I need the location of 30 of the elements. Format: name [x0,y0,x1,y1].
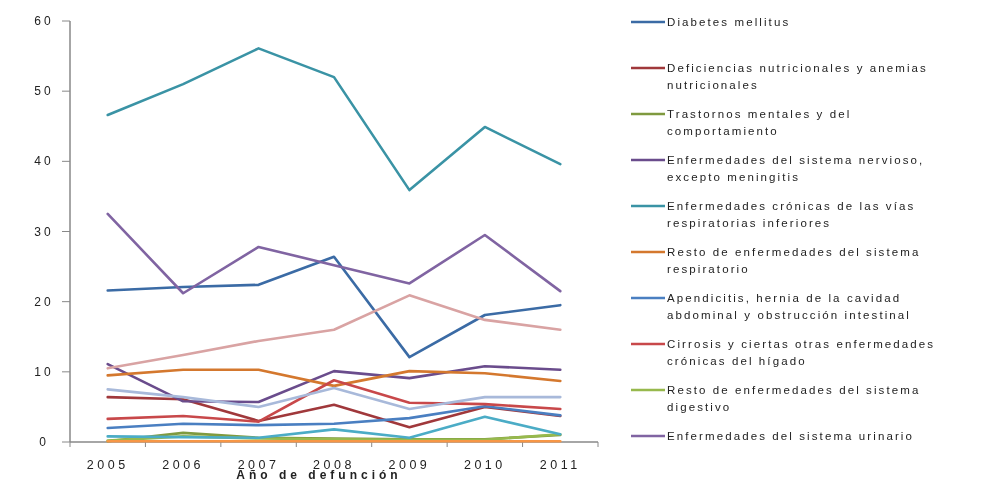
y-tick-label: 60 [34,14,54,28]
y-tick-label: 30 [34,224,54,239]
y-tick-label: 50 [34,84,54,99]
legend-label: Diabetes mellitus [667,16,791,28]
x-tick-label: 2006 [162,458,205,472]
legend-label: Enfermedades del sistema urinario [667,430,914,442]
x-tick-label: 2010 [463,458,506,472]
line-series [106,386,562,411]
line-series [106,415,562,440]
legend-label: Resto de enfermedades del sistema respiratorio [667,246,921,275]
y-tick-label: 0 [39,435,49,449]
y-tick-label: 20 [34,294,54,309]
legend-label: Apendicitis, hernia de la cavidad abdominal y obstrucción intestinal [667,292,911,321]
line-series [106,378,562,423]
line-series [106,294,562,370]
line-series [106,255,562,359]
line-series [106,47,562,192]
legend-label: Enfermedades crónicas de las vías respiratorias inferiores [667,200,916,229]
line-series [106,368,562,388]
legend-label: Deficiencias nutricionales y anemias nutricionales [667,62,928,91]
legend-label: Cirrosis y ciertas otras enfermedades crónicas del hígado [667,338,936,367]
line-series [106,212,562,295]
legend-label: Enfermedades del sistema nervioso, excepto meningitis [667,154,925,183]
legend-label: Trastornos mentales y del comportamiento [667,108,852,137]
y-tick-label: 10 [34,364,54,379]
line-series [106,404,562,430]
x-tick-label: 2005 [86,458,129,472]
legend-label: Resto de enfermedades del sistema digestivo [667,384,921,413]
x-tick-label: 2011 [539,458,581,472]
y-tick-label: 40 [34,154,54,169]
